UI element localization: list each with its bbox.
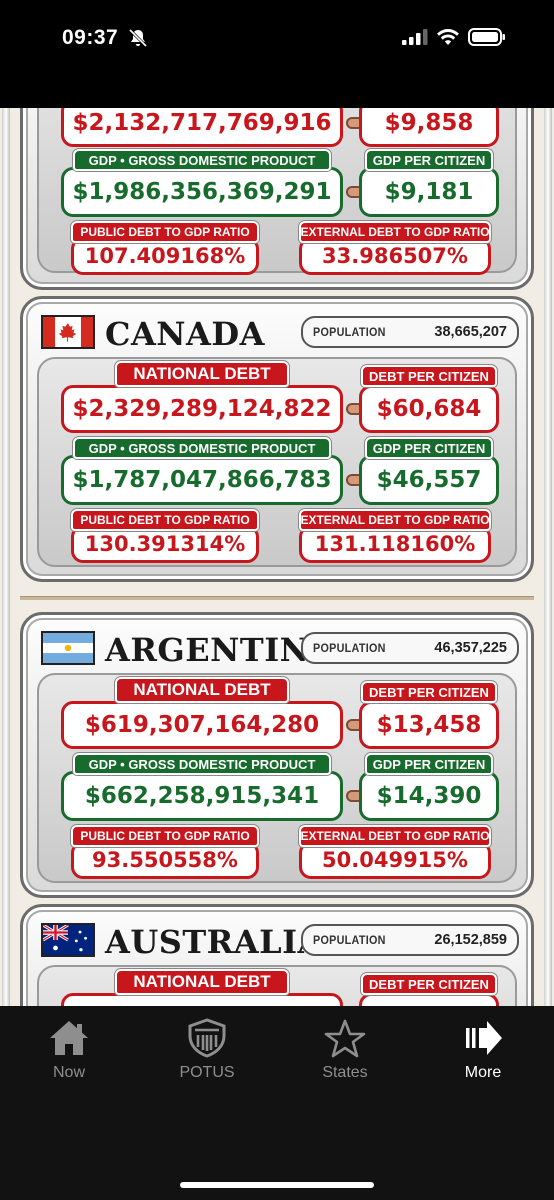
- shield-icon: [188, 1018, 226, 1058]
- public-debt-ratio-label: PUBLIC DEBT TO GDP RATIO: [71, 825, 259, 847]
- external-debt-ratio-value: 131.118160%: [299, 525, 491, 563]
- tab-label: POTUS: [179, 1064, 235, 1081]
- debt-clock-scroll-view[interactable]: $2,132,717,769,916 $9,858 $1,986,356,369…: [0, 108, 554, 1006]
- population-pill: POPULATION 46,357,225: [301, 632, 519, 664]
- external-debt-ratio-label: EXTERNAL DEBT TO GDP RATIO: [299, 509, 491, 531]
- external-debt-ratio-label: EXTERNAL DEBT TO GDP RATIO: [299, 825, 491, 847]
- signal-icon: [402, 29, 428, 45]
- card-header: AUSTRALIA POPULATION 26,152,859: [41, 921, 519, 961]
- population-label: POPULATION: [313, 325, 386, 339]
- national-debt-label: NATIONAL DEBT: [115, 677, 289, 703]
- gdp-label: GDP • GROSS DOMESTIC PRODUCT: [73, 753, 331, 775]
- public-debt-ratio-label: PUBLIC DEBT TO GDP RATIO: [71, 509, 259, 531]
- gdp-per-citizen-label: GDP PER CITIZEN: [365, 753, 493, 775]
- tab-label: Now: [52, 1064, 85, 1081]
- national-debt-value: $2,329,289,124,822: [61, 385, 343, 433]
- gdp-label: GDP • GROSS DOMESTIC PRODUCT: [73, 149, 331, 171]
- country-card-previous: $2,132,717,769,916 $9,858 $1,986,356,369…: [20, 108, 534, 290]
- population-pill: POPULATION 26,152,859: [301, 924, 519, 956]
- debt-per-citizen-value: $60,684: [359, 385, 499, 433]
- card-inner: $2,132,717,769,916 $9,858 $1,986,356,369…: [37, 108, 517, 275]
- national-debt-value: $619,307,164,280: [61, 701, 343, 749]
- card-inner: $619,307,164,280 NATIONAL DEBT $13,458 D…: [37, 673, 517, 883]
- tab-label: More: [464, 1064, 502, 1081]
- country-name: AUSTRALIA: [105, 923, 323, 961]
- country-card-argentina[interactable]: ARGENTINA POPULATION 46,357,225 $619,307…: [20, 612, 534, 898]
- country-name: ARGENTINA: [105, 631, 335, 669]
- gdp-value: $1,787,047,866,783: [61, 455, 343, 505]
- gdp-label: GDP • GROSS DOMESTIC PRODUCT: [73, 437, 331, 459]
- gdp-per-citizen-label: GDP PER CITIZEN: [365, 437, 493, 459]
- population-label: POPULATION: [313, 641, 386, 655]
- national-debt-label: NATIONAL DEBT: [115, 361, 289, 387]
- gdp-per-citizen-value: $9,181: [359, 167, 499, 217]
- right-rail: [544, 108, 552, 1006]
- population-value: 46,357,225: [434, 640, 507, 656]
- card-inner: $2,329,289,124,822 NATIONAL DEBT $60,684…: [37, 357, 517, 567]
- external-debt-ratio-value: 50.049915%: [299, 841, 491, 879]
- gdp-value: $1,986,356,369,291: [61, 167, 343, 217]
- public-debt-ratio-label: PUBLIC DEBT TO GDP RATIO: [71, 221, 259, 243]
- gdp-per-citizen-value: $46,557: [359, 455, 499, 505]
- gdp-per-citizen-value: $14,390: [359, 771, 499, 821]
- star-icon: [324, 1019, 366, 1058]
- debt-per-citizen-value: $9,858: [359, 108, 499, 147]
- debt-per-citizen-label: DEBT PER CITIZEN: [361, 365, 497, 387]
- arrow-right-icon: [466, 1021, 502, 1055]
- national-debt-label: NATIONAL DEBT: [115, 969, 289, 995]
- population-value: 38,665,207: [434, 324, 507, 340]
- card-header: ARGENTINA POPULATION 46,357,225: [41, 629, 519, 669]
- section-divider: [20, 596, 534, 600]
- debt-per-citizen-label: DEBT PER CITIZEN: [361, 973, 497, 995]
- tab-more[interactable]: More: [428, 1018, 538, 1082]
- card-inner: $1,221,885,874,810 NATIONAL DEBT $47,063…: [37, 965, 517, 1006]
- country-name: CANADA: [105, 315, 265, 353]
- debt-per-citizen-value: $13,458: [359, 701, 499, 749]
- tab-label: States: [322, 1064, 368, 1081]
- wifi-icon: [437, 28, 459, 45]
- external-debt-ratio-value: 33.986507%: [299, 237, 491, 275]
- tab-states[interactable]: States: [290, 1018, 400, 1082]
- national-debt-value: $2,132,717,769,916: [61, 108, 343, 147]
- battery-icon: [468, 28, 505, 46]
- status-time: 09:37: [62, 26, 119, 49]
- country-card-canada[interactable]: CANADA POPULATION 38,665,207 $2,329,289,…: [20, 296, 534, 582]
- debt-per-citizen-label: DEBT PER CITIZEN: [361, 681, 497, 703]
- gdp-value: $662,258,915,341: [61, 771, 343, 821]
- canada-flag-icon: [41, 315, 95, 349]
- gdp-per-citizen-label: GDP PER CITIZEN: [365, 149, 493, 171]
- external-debt-ratio-label: EXTERNAL DEBT TO GDP RATIO: [299, 221, 491, 243]
- argentina-flag-icon: [41, 631, 95, 665]
- population-pill: POPULATION 38,665,207: [301, 316, 519, 348]
- australia-flag-icon: [41, 923, 95, 957]
- tab-potus[interactable]: POTUS: [152, 1018, 262, 1082]
- card-header: CANADA POPULATION 38,665,207: [41, 313, 519, 353]
- population-label: POPULATION: [313, 933, 386, 947]
- left-rail: [2, 108, 10, 1006]
- bell-off-icon: [128, 28, 148, 48]
- public-debt-ratio-value: 130.391314%: [71, 525, 259, 563]
- population-value: 26,152,859: [434, 932, 507, 948]
- status-indicators: [402, 28, 506, 46]
- home-indicator: [180, 1182, 374, 1188]
- tab-now[interactable]: Now: [14, 1018, 124, 1082]
- status-bar: 09:37: [0, 0, 554, 108]
- house-icon: [50, 1021, 88, 1055]
- country-card-australia[interactable]: AUSTRALIA POPULATION 26,152,859 $1,221,8…: [20, 904, 534, 1006]
- tab-bar: Now POTUS States More: [0, 1006, 554, 1200]
